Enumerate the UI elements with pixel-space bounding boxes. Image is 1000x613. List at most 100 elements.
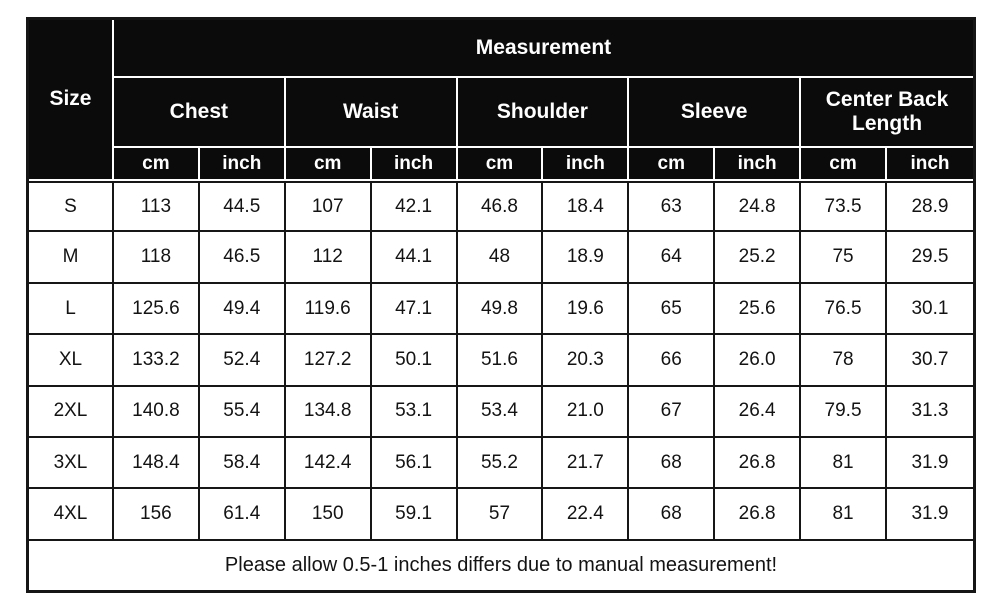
measurement-value-cell: 156 [113, 489, 200, 541]
measurement-value-cell: 53.4 [457, 386, 544, 438]
size-cell: 4XL [29, 489, 114, 541]
measurement-value-cell: 58.4 [199, 437, 286, 490]
unit-header-cm: cm [113, 148, 200, 181]
size-chart-container: Size Measurement Chest Waist Shoulder Sl… [26, 17, 976, 593]
measurement-value-cell: 48 [457, 232, 544, 284]
measurement-value-cell: 66 [629, 335, 716, 387]
measurement-value-cell: 47.1 [371, 283, 458, 336]
group-header-chest: Chest [113, 78, 286, 148]
size-column-header: Size [29, 20, 114, 181]
measurement-value-cell: 25.6 [715, 283, 802, 336]
measurement-value-cell: 55.2 [457, 437, 544, 490]
measurement-header: Measurement [113, 20, 973, 78]
measurement-value-cell: 25.2 [715, 232, 802, 284]
measurement-value-cell: 68 [629, 489, 716, 541]
table-row-4xl: 4XL 156 61.4 150 59.1 57 22.4 68 26.8 81… [29, 489, 973, 541]
measurement-value-cell: 63 [629, 181, 716, 233]
measurement-value-cell: 21.0 [543, 386, 630, 438]
measurement-value-cell: 31.3 [886, 386, 973, 438]
size-cell: L [29, 283, 114, 336]
measurement-value-cell: 81 [801, 437, 887, 490]
measurement-value-cell: 140.8 [113, 386, 200, 438]
measurement-value-cell: 24.8 [715, 181, 802, 233]
table-row-3xl: 3XL 148.4 58.4 142.4 56.1 55.2 21.7 68 2… [29, 437, 973, 490]
measurement-value-cell: 30.7 [886, 335, 973, 387]
measurement-value-cell: 29.5 [886, 232, 973, 284]
table-row-m: M 118 46.5 112 44.1 48 18.9 64 25.2 75 2… [29, 232, 973, 284]
measurement-value-cell: 46.8 [457, 181, 544, 233]
measurement-value-cell: 127.2 [285, 335, 372, 387]
measurement-value-cell: 20.3 [543, 335, 630, 387]
measurement-value-cell: 56.1 [371, 437, 458, 490]
measurement-value-cell: 31.9 [886, 437, 973, 490]
measurement-value-cell: 61.4 [199, 489, 286, 541]
measurement-value-cell: 57 [457, 489, 544, 541]
measurement-value-cell: 150 [285, 489, 372, 541]
measurement-value-cell: 49.4 [199, 283, 286, 336]
size-cell: XL [29, 335, 114, 387]
unit-header-cm: cm [629, 148, 716, 181]
header-row-measurement: Size Measurement [29, 20, 973, 181]
measurement-value-cell: 52.4 [199, 335, 286, 387]
size-cell: 3XL [29, 437, 114, 490]
table-row-xl: XL 133.2 52.4 127.2 50.1 51.6 20.3 66 26… [29, 335, 973, 387]
measurement-value-cell: 31.9 [886, 489, 973, 541]
measurement-value-cell: 64 [629, 232, 716, 284]
measurement-value-cell: 55.4 [199, 386, 286, 438]
measurement-value-cell: 30.1 [886, 283, 973, 336]
measurement-value-cell: 76.5 [801, 283, 887, 336]
unit-header-inch: inch [199, 148, 286, 181]
unit-header-inch: inch [543, 148, 630, 181]
measurement-value-cell: 59.1 [371, 489, 458, 541]
measurement-value-cell: 107 [285, 181, 372, 233]
measurement-note: Please allow 0.5-1 inches differs due to… [29, 540, 973, 590]
measurement-value-cell: 148.4 [113, 437, 200, 490]
group-header-waist: Waist [285, 78, 458, 148]
measurement-value-cell: 119.6 [285, 283, 372, 336]
measurement-value-cell: 73.5 [801, 181, 887, 233]
measurement-value-cell: 18.4 [543, 181, 630, 233]
size-chart-table: Size Measurement Chest Waist Shoulder Sl… [29, 20, 973, 590]
table-note-row: Please allow 0.5-1 inches differs due to… [29, 540, 973, 590]
measurement-value-cell: 68 [629, 437, 716, 490]
measurement-value-cell: 22.4 [543, 489, 630, 541]
table-row-l: L 125.6 49.4 119.6 47.1 49.8 19.6 65 25.… [29, 283, 973, 336]
measurement-value-cell: 50.1 [371, 335, 458, 387]
measurement-value-cell: 65 [629, 283, 716, 336]
measurement-value-cell: 42.1 [371, 181, 458, 233]
measurement-value-cell: 67 [629, 386, 716, 438]
unit-header-inch: inch [715, 148, 802, 181]
header-row-groups: Chest Waist Shoulder Sleeve Center Back … [29, 78, 973, 148]
measurement-value-cell: 44.5 [199, 181, 286, 233]
group-header-sleeve: Sleeve [629, 78, 802, 148]
measurement-value-cell: 26.8 [715, 437, 802, 490]
unit-header-inch: inch [886, 148, 973, 181]
measurement-value-cell: 118 [113, 232, 200, 284]
measurement-value-cell: 79.5 [801, 386, 887, 438]
measurement-value-cell: 133.2 [113, 335, 200, 387]
measurement-value-cell: 51.6 [457, 335, 544, 387]
measurement-value-cell: 18.9 [543, 232, 630, 284]
measurement-value-cell: 125.6 [113, 283, 200, 336]
measurement-value-cell: 75 [801, 232, 887, 284]
size-cell: S [29, 181, 114, 233]
measurement-value-cell: 81 [801, 489, 887, 541]
measurement-value-cell: 28.9 [886, 181, 973, 233]
group-header-center-back-length: Center Back Length [801, 78, 973, 148]
unit-header-cm: cm [801, 148, 887, 181]
size-cell: 2XL [29, 386, 114, 438]
measurement-value-cell: 44.1 [371, 232, 458, 284]
measurement-value-cell: 134.8 [285, 386, 372, 438]
measurement-value-cell: 46.5 [199, 232, 286, 284]
size-cell: M [29, 232, 114, 284]
unit-header-inch: inch [371, 148, 458, 181]
group-header-shoulder: Shoulder [457, 78, 630, 148]
measurement-value-cell: 26.0 [715, 335, 802, 387]
measurement-value-cell: 113 [113, 181, 200, 233]
unit-header-cm: cm [457, 148, 544, 181]
header-row-units: cm inch cm inch cm inch cm inch cm inch [29, 148, 973, 181]
table-row-2xl: 2XL 140.8 55.4 134.8 53.1 53.4 21.0 67 2… [29, 386, 973, 438]
measurement-value-cell: 78 [801, 335, 887, 387]
table-row-s: S 113 44.5 107 42.1 46.8 18.4 63 24.8 73… [29, 181, 973, 233]
